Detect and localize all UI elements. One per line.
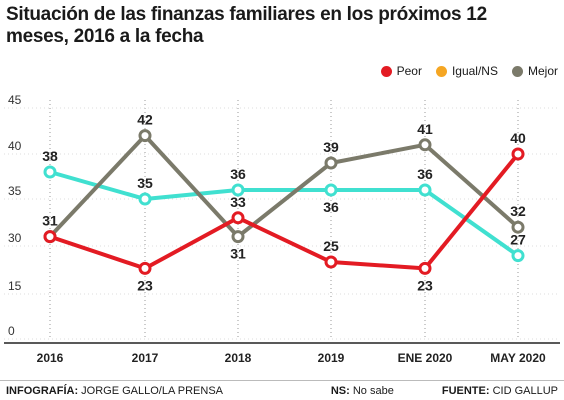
data-label: 31: [42, 213, 58, 229]
data-label: 40: [510, 130, 526, 146]
data-label: 42: [137, 112, 153, 128]
legend-swatch-igual: [435, 65, 447, 77]
data-point: [231, 183, 245, 197]
data-label: 36: [417, 166, 433, 182]
y-tick-label: 30: [8, 231, 22, 245]
data-label: 33: [230, 194, 246, 210]
data-point: [418, 183, 432, 197]
y-tick-label: 45: [8, 93, 22, 107]
legend-item-mejor: Mejor: [511, 64, 558, 78]
x-tick-label: 2019: [318, 351, 345, 365]
y-tick-label: 15: [8, 279, 22, 293]
y-tick-label: 40: [8, 139, 22, 153]
data-label: 27: [510, 232, 526, 248]
data-label: 35: [137, 175, 153, 191]
source: FUENTE: CID GALLUP: [442, 385, 558, 397]
credit-label: INFOGRAFÍA:: [6, 384, 79, 397]
data-point: [511, 147, 525, 161]
note: NS: No sabe: [331, 385, 394, 397]
data-point: [43, 230, 57, 244]
data-point: [138, 261, 152, 275]
data-point: [138, 129, 152, 143]
x-tick-label: MAY 2020: [490, 351, 546, 365]
x-tick-label: 2017: [132, 351, 159, 365]
legend-item-igual: Igual/NS: [435, 64, 498, 78]
data-label: 36: [323, 199, 339, 215]
data-label: 23: [417, 277, 433, 293]
note-value: No sabe: [352, 384, 394, 397]
series-line-0: [49, 152, 520, 271]
y-tick-label: 35: [8, 184, 22, 198]
source-label: FUENTE:: [441, 384, 490, 397]
data-point: [324, 183, 338, 197]
data-point: [43, 165, 57, 179]
data-label: 25: [323, 238, 339, 254]
y-tick-label: 0: [8, 324, 15, 338]
source-value: CID GALLUP: [492, 384, 558, 397]
data-label: 41: [417, 121, 433, 137]
footer: INFOGRAFÍA: JORGE GALLO/LA PRENSA NS: No…: [0, 380, 564, 400]
note-label: NS:: [330, 384, 350, 397]
legend-label-peor: Peor: [396, 64, 422, 78]
data-point: [138, 192, 152, 206]
legend-label-mejor: Mejor: [527, 64, 558, 78]
line-chart: 45 40 35 30 15 0 2016 2017 2018 2019 ENE 2020 MAY 2…: [4, 93, 560, 365]
legend-swatch-mejor: [511, 65, 523, 77]
data-label: 23: [137, 277, 153, 293]
data-label: 31: [230, 246, 246, 262]
data-label: 39: [323, 139, 339, 155]
credit-value: JORGE GALLO/LA PRENSA: [81, 384, 224, 397]
legend-item-peor: Peor: [380, 64, 422, 78]
data-point: [324, 156, 338, 170]
data-label: 36: [230, 166, 246, 182]
chart-title: Situación de las finanzas familiares en …: [6, 4, 487, 47]
data-point: [418, 261, 432, 275]
data-point: [231, 211, 245, 225]
data-label: 38: [42, 148, 58, 164]
series-line-2: [49, 170, 520, 258]
credit: INFOGRAFÍA: JORGE GALLO/LA PRENSA: [6, 385, 223, 397]
data-point: [511, 249, 525, 263]
data-point: [231, 230, 245, 244]
legend-swatch-peor: [380, 65, 392, 77]
data-point: [511, 220, 525, 234]
data-point: [324, 255, 338, 269]
x-tick-label: 2016: [37, 351, 64, 365]
x-tick-label: 2018: [225, 351, 252, 365]
data-point: [418, 138, 432, 152]
data-label: 32: [510, 203, 526, 219]
legend-label-igual: Igual/NS: [451, 64, 498, 78]
x-tick-label: ENE 2020: [398, 351, 453, 365]
series-line-1: [48, 133, 520, 239]
legend: Peor Igual/NS Mejor: [380, 64, 558, 78]
